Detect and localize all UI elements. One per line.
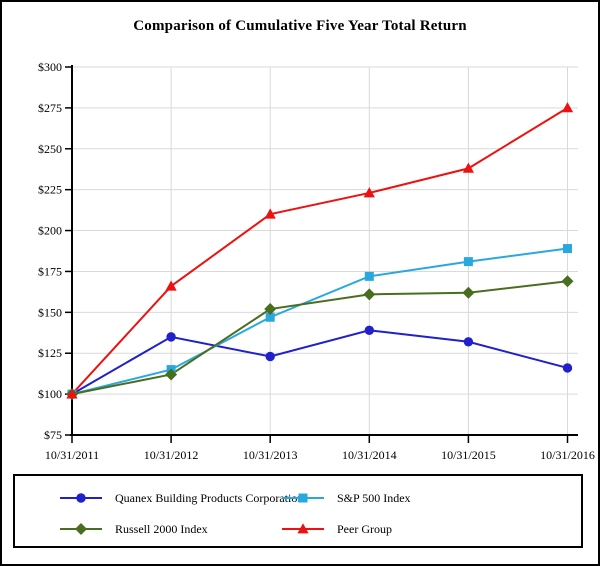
legend-item-quanex: Quanex Building Products Corporation bbox=[59, 491, 303, 505]
svg-text:10/31/2016: 10/31/2016 bbox=[540, 448, 595, 462]
legend-label-quanex: Quanex Building Products Corporation bbox=[115, 490, 304, 505]
svg-text:$175: $175 bbox=[38, 264, 62, 278]
svg-text:10/31/2014: 10/31/2014 bbox=[342, 448, 397, 462]
svg-text:10/31/2011: 10/31/2011 bbox=[45, 448, 99, 462]
svg-text:$225: $225 bbox=[38, 183, 62, 197]
svg-text:10/31/2012: 10/31/2012 bbox=[144, 448, 199, 462]
svg-text:10/31/2015: 10/31/2015 bbox=[441, 448, 496, 462]
svg-text:$150: $150 bbox=[38, 305, 62, 319]
legend-item-peer-group: Peer Group bbox=[281, 522, 392, 536]
chart-title: Comparison of Cumulative Five Year Total… bbox=[133, 18, 467, 34]
legend-label-peer-group: Peer Group bbox=[337, 521, 392, 536]
svg-text:$200: $200 bbox=[38, 224, 62, 238]
chart-legend: Quanex Building Products Corporation S&P… bbox=[13, 474, 583, 548]
svg-text:$250: $250 bbox=[38, 142, 62, 156]
svg-text:10/31/2013: 10/31/2013 bbox=[243, 448, 298, 462]
legend-label-russell2000: Russell 2000 Index bbox=[115, 521, 208, 536]
svg-text:$100: $100 bbox=[38, 387, 62, 401]
svg-text:$300: $300 bbox=[38, 60, 62, 74]
svg-text:$125: $125 bbox=[38, 346, 62, 360]
legend-item-russell2000: Russell 2000 Index bbox=[59, 522, 208, 536]
svg-text:$75: $75 bbox=[44, 428, 62, 442]
sp500-square-marker-icon bbox=[282, 493, 324, 503]
legend-label-sp500: S&P 500 Index bbox=[337, 490, 411, 505]
russell2000-diamond-marker-icon bbox=[60, 523, 102, 535]
svg-text:$275: $275 bbox=[38, 101, 62, 115]
quanex-circle-marker-icon bbox=[60, 493, 102, 503]
peer-group-triangle-marker-icon bbox=[282, 523, 324, 534]
legend-item-sp500: S&P 500 Index bbox=[281, 491, 411, 505]
